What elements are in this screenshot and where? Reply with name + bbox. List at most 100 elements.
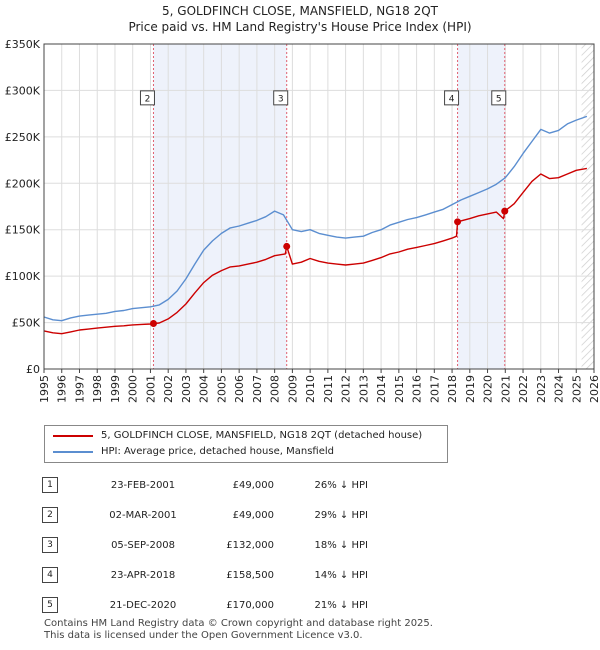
footer: Contains HM Land Registry data © Crown c… [44,618,433,642]
sale-number-cell: 2 [42,500,88,530]
x-tick-label: 1995 [38,375,51,403]
sale-labels-layer: 2 3 4 5 [139,90,507,106]
sale-number: 1 [42,477,58,493]
sale-points-layer [149,207,509,327]
y-tick-label: £100K [5,270,41,283]
sale-number-cell: 1 [42,470,88,500]
x-tick-label: 1998 [91,375,104,403]
sale-hpi-diff: 26% ↓ HPI [314,479,368,491]
plot-frame [43,43,595,370]
x-tick-label: 2006 [233,375,246,403]
x-tick-label: 2003 [180,375,193,403]
x-tick-label: 2016 [411,375,424,403]
sale-hpi-diff: 14% ↓ HPI [314,569,368,581]
sale-date: 23-APR-2018 [110,569,176,581]
sale-price-cell: £49,000 [198,500,274,530]
sale-point-4 [454,218,462,226]
sale-label-box-2 [139,90,155,106]
table-row: 2 02-MAR-2001 £49,000 29% ↓ HPI [42,500,368,530]
legend-hpi-label: HPI: Average price, detached house, Mans… [101,446,334,457]
sale-date-cell: 05-SEP-2008 [88,530,198,560]
x-tick-label: 2011 [322,375,335,403]
shading-layer [153,44,594,369]
sale-point-3 [283,242,291,250]
sale-price: £49,000 [232,509,274,521]
sale-date: 23-FEB-2001 [110,479,176,491]
sale-date-cell: 23-FEB-2001 [88,470,198,500]
y-tick-label: £0 [26,363,40,376]
x-tick-label: 2001 [144,375,157,403]
y-tick-label: £50K [12,317,41,330]
sale-label-box-5 [491,90,507,106]
sale-hpi-diff-cell: 14% ↓ HPI [274,560,368,590]
x-tick-label: 2012 [340,375,353,403]
hpi-line [43,115,588,322]
sale-label-3: 3 [278,94,284,104]
x-tick-label: 1999 [109,375,122,403]
legend-property-label: 5, GOLDFINCH CLOSE, MANSFIELD, NG18 2QT … [101,430,423,441]
y-tick-label: £350K [5,38,41,51]
x-tick-label: 2015 [393,375,406,403]
x-tick-label: 2007 [251,375,264,403]
chart-title-line1: 5, GOLDFINCH CLOSE, MANSFIELD, NG18 2QT [162,4,438,18]
sale-price-cell: £170,000 [198,590,274,620]
x-tick-label: 1996 [56,375,69,403]
x-tick-label: 2021 [499,375,512,403]
sale-number-cell: 3 [42,530,88,560]
table-row: 1 23-FEB-2001 £49,000 26% ↓ HPI [42,470,368,500]
x-tick-label: 2000 [127,375,140,403]
x-tick-label: 2026 [588,375,600,403]
sales-table: 1 23-FEB-2001 £49,000 26% ↓ HPI 2 02-MAR-2001… [42,470,368,620]
table-row: 3 05-SEP-2008 £132,000 18% ↓ HPI [42,530,368,560]
sale-price: £49,000 [232,479,274,491]
sale-date: 21-DEC-2020 [109,599,177,611]
sale-price: £132,000 [226,539,274,551]
x-tick-label: 2019 [464,375,477,403]
y-tick-label: £300K [5,84,41,97]
sale-date: 02-MAR-2001 [109,509,177,521]
x-tick-label: 2020 [482,375,495,403]
sale-hpi-diff-cell: 21% ↓ HPI [274,590,368,620]
sale-date-cell: 02-MAR-2001 [88,500,198,530]
sale-date-cell: 23-APR-2018 [88,560,198,590]
sale-point-2 [149,320,157,327]
footer-licence: This data is licensed under the Open Gov… [44,630,363,641]
sale-hpi-diff-cell: 18% ↓ HPI [274,530,368,560]
sale-hpi-diff: 29% ↓ HPI [314,509,368,521]
sale-number-cell: 4 [42,560,88,590]
sale-number: 4 [42,567,58,583]
sale-price: £170,000 [226,599,274,611]
sale-hpi-diff-cell: 26% ↓ HPI [274,470,368,500]
x-tick-label: 2009 [286,375,299,403]
sale-hpi-diff: 18% ↓ HPI [314,539,368,551]
legend: 5, GOLDFINCH CLOSE, MANSFIELD, NG18 2QT … [44,425,448,463]
y-tick-label: £200K [5,177,41,190]
sale-number: 3 [42,537,58,553]
y-tick-label: £150K [5,224,41,237]
sale-date: 05-SEP-2008 [111,539,175,551]
sale-date-cell: 21-DEC-2020 [88,590,198,620]
x-tick-label: 2022 [517,375,530,403]
series-layer [43,115,588,335]
x-tick-label: 2013 [357,375,370,403]
sale-label-box-4 [444,90,460,106]
sale-price-cell: £49,000 [198,470,274,500]
sale-label-box-3 [273,90,289,106]
sale-point-5 [501,207,509,215]
x-tick-label: 2018 [446,375,459,403]
x-tick-label: 2005 [215,375,228,403]
sale-number: 2 [42,507,58,523]
x-tick-label: 2010 [304,375,317,403]
x-tick-label: 2025 [570,375,583,403]
sale-hpi-diff-cell: 29% ↓ HPI [274,500,368,530]
x-tick-label: 2004 [198,375,211,403]
sale-label-4: 4 [449,94,455,104]
price-chart: £0 £50K £100K £150K £200K £250K £300K £350K 1995… [5,38,600,403]
sale-price: £158,500 [226,569,274,581]
sale-price-cell: £158,500 [198,560,274,590]
x-tick-label: 1997 [73,375,86,403]
property-price-line [43,167,588,335]
table-row: 5 21-DEC-2020 £170,000 21% ↓ HPI [42,590,368,620]
x-tick-label: 2008 [269,375,282,403]
chart-title-line2: Price paid vs. HM Land Registry's House … [128,20,472,34]
